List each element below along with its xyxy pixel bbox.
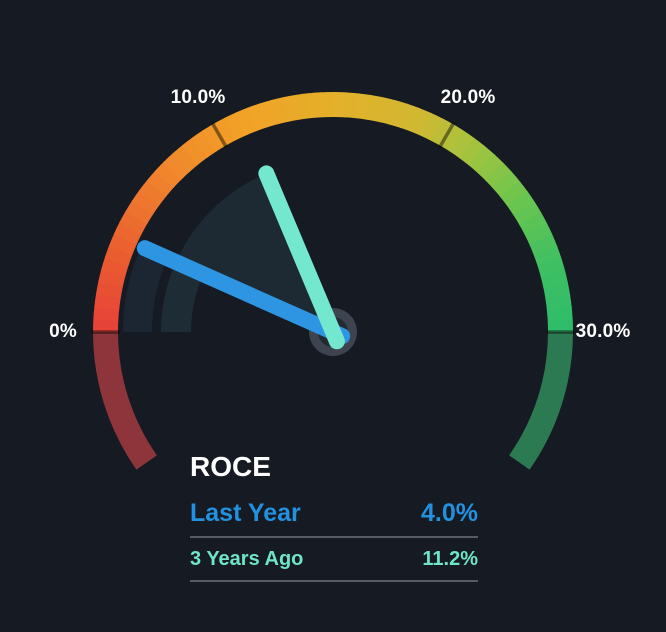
legend-divider <box>190 535 478 538</box>
gauge-tick-marks <box>91 121 575 334</box>
gauge-arc-above-max-tail <box>509 331 573 470</box>
gauge-arc-below-min-tail <box>93 331 157 470</box>
needle-3-years-ago <box>258 165 345 350</box>
gauge-tick-label-30: 30.0% <box>575 321 631 342</box>
legend-row-last-year: Last Year 4.0% <box>190 499 478 536</box>
needle-trail-shadow <box>123 173 333 332</box>
chart-title: ROCE <box>190 451 271 482</box>
gauge-tick-label-10: 10.0% <box>170 87 226 109</box>
legend-row-3-years-ago: 3 Years Ago 11.2% <box>190 548 478 580</box>
legend-label-3-years-ago: 3 Years Ago <box>190 547 304 570</box>
legend-label-last-year: Last Year <box>190 498 301 527</box>
needle-last-year <box>136 240 351 345</box>
legend-divider <box>190 579 478 582</box>
gauge-tick-label-20: 20.0% <box>440 87 496 109</box>
gauge-legend: ROCE Last Year 4.0% 3 Years Ago 11.2% <box>190 451 478 582</box>
legend-value-3-years-ago: 11.2% <box>422 547 478 570</box>
legend-value-last-year: 4.0% <box>421 498 478 527</box>
gauge-arc <box>93 91 574 333</box>
gauge-tick-label-0: 0% <box>49 321 77 342</box>
